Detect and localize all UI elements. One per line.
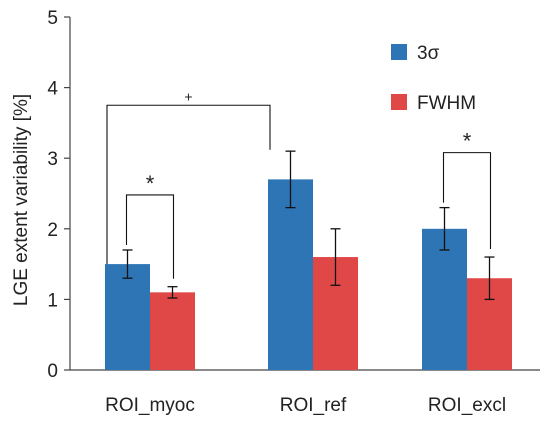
y-ticks: 0 1 2 3 4 5	[47, 8, 70, 382]
x-tick-label: ROI_excl	[428, 395, 506, 416]
significance-label: +	[184, 88, 192, 104]
x-tick-label: ROI_myoc	[105, 395, 195, 416]
x-tick-labels: ROI_myoc ROI_ref ROI_excl	[105, 395, 506, 416]
bars	[105, 179, 512, 370]
significance-label: *	[146, 171, 155, 196]
y-tick-label: 2	[47, 220, 58, 241]
error-bars	[122, 150, 495, 301]
y-tick-label: 3	[47, 149, 58, 170]
legend-label: 3σ	[417, 43, 440, 64]
significance-label: *	[463, 129, 472, 154]
significance-markers: * + *	[106, 88, 492, 279]
y-tick-label: 1	[47, 290, 58, 311]
x-tick-label: ROI_ref	[280, 395, 347, 416]
bar-ROI_myoc-0	[105, 264, 150, 370]
y-axis-title: LGE extent variability [%]	[11, 94, 32, 306]
legend-swatch	[391, 44, 407, 60]
y-tick-label: 4	[47, 79, 58, 100]
y-tick-label: 5	[47, 8, 58, 29]
significance-bracket	[125, 194, 175, 279]
legend: 3σ FWHM	[391, 43, 476, 114]
significance-bracket	[106, 104, 271, 265]
bar-ROI_excl-0	[422, 228, 467, 370]
significance-bracket	[442, 152, 492, 250]
legend-swatch	[391, 94, 407, 110]
bar-ROI_ref-0	[268, 179, 313, 370]
bar-ROI_myoc-1	[150, 292, 195, 370]
y-tick-label: 0	[47, 361, 58, 382]
legend-label: FWHM	[417, 93, 476, 114]
